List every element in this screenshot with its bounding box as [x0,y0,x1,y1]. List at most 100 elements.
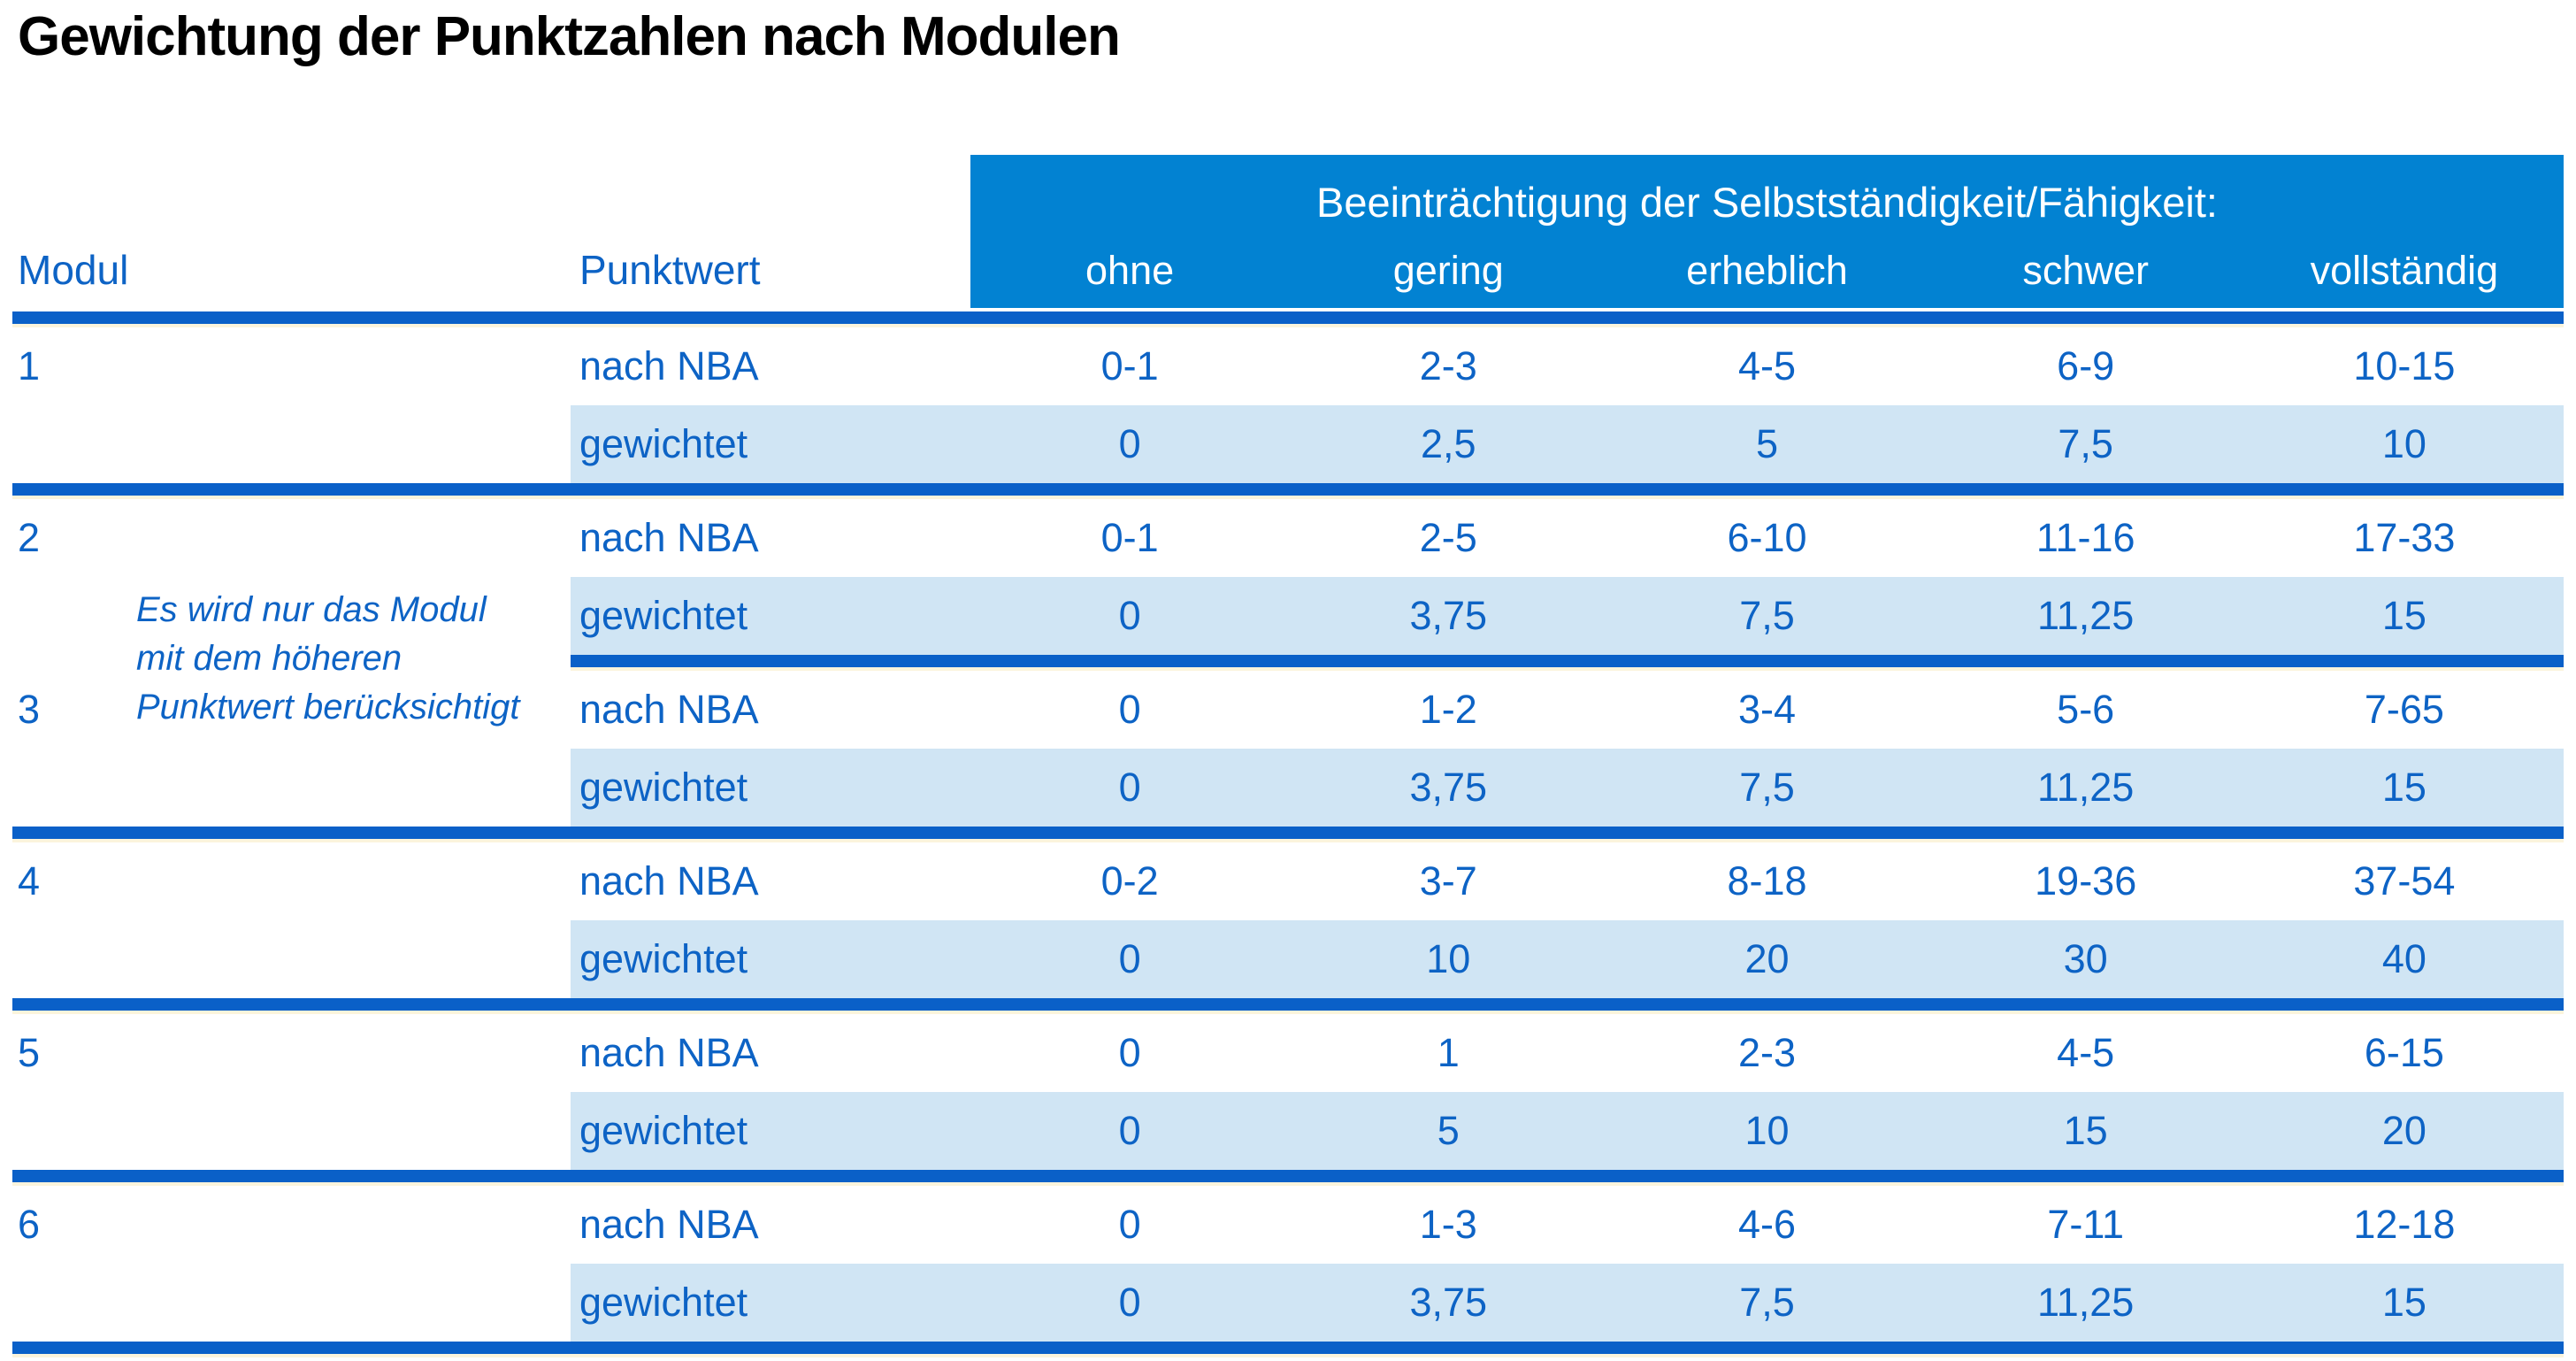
cell-value: 8-18 [1727,858,1807,903]
modul-column-header: Modul [18,247,129,293]
cell-value: 0 [1118,936,1141,981]
row-label: gewichtet [579,765,748,810]
cell-value: 15 [2381,593,2426,638]
module-2-weighted-row: gewichtet 0 3,75 7,5 11,25 15 [12,577,2564,655]
cell-value: 7-11 [2047,1202,2125,1247]
cell-value: 4-5 [1737,343,1797,388]
cell-value: 7,5 [1739,765,1795,810]
cell-value: 3,75 [1409,593,1488,638]
cell-value: 0 [1118,593,1141,638]
cell-value: 0 [1118,1108,1141,1153]
cell-value: 37-54 [2353,858,2456,903]
cell-value: 0 [1118,1280,1141,1325]
cell-value: 5 [1755,421,1778,466]
cell-value: 6-10 [1727,515,1807,560]
cell-value: 11-16 [2036,515,2135,560]
cell-value: 11,25 [2037,593,2135,638]
divider-module-5 [12,1170,2564,1186]
cell-value: 0 [1118,1030,1141,1075]
module-2-3-note: Es wird nur das Modul mit dem höheren Pu… [136,586,520,732]
cell-value: 0 [1118,687,1141,732]
row-label: gewichtet [579,1108,748,1153]
note-line: mit dem höheren [136,639,402,678]
table-header: Modul Punktwert Beeinträchtigung der Sel… [12,155,2564,311]
module-5-nba-row: 5 nach NBA 0 1 2-3 4-5 6-15 [12,1014,2564,1092]
cell-value: 4-5 [2057,1030,2115,1075]
module-2-nba-row: 2 nach NBA 0-1 2-5 6-10 11-16 17-33 [12,499,2564,577]
cell-value: 7,5 [1739,593,1795,638]
row-label: gewichtet [579,593,748,638]
module-1-group: 1 nach NBA 0-1 2-3 4-5 6-9 10-15 gewicht… [12,327,2564,483]
module-3-nba-row: 3 nach NBA 0 1-2 3-4 5-6 7-65 [12,671,2564,749]
module-6-group: 6 nach NBA 0 1-3 4-6 7-11 12-18 gewichte… [12,1186,2564,1342]
row-label: nach NBA [579,687,759,732]
cell-value: 0 [1118,421,1141,466]
row-label: gewichtet [579,936,748,981]
note-line: Es wird nur das Modul [136,590,487,629]
severity-group-title: Beeinträchtigung der Selbstständigkeit/F… [1316,179,2218,226]
cell-value: 10 [1744,1108,1790,1153]
row-label: gewichtet [579,1280,748,1325]
divider-module-3 [12,827,2564,842]
module-5-group: 5 nach NBA 0 1 2-3 4-5 6-15 gewichtet 0 … [12,1014,2564,1170]
module-id: 6 [18,1202,41,1247]
module-5-weighted-row: gewichtet 0 5 10 15 20 [12,1092,2564,1170]
module-1-weighted-row: gewichtet 0 2,5 5 7,5 10 [12,405,2564,483]
divider-bottom [12,1342,2564,1357]
cell-value: 2-3 [1737,1030,1797,1075]
cell-value: 4-6 [1737,1202,1797,1247]
module-1-nba-row: 1 nach NBA 0-1 2-3 4-5 6-9 10-15 [12,327,2564,405]
cell-value: 5 [1437,1108,1460,1153]
cell-value: 10 [1426,936,1471,981]
punktwert-column-header: Punktwert [579,247,761,293]
cell-value: 1 [1437,1030,1460,1075]
cell-value: 2-3 [1419,343,1477,388]
cell-value: 0-1 [1100,515,1159,560]
cell-value: 30 [2063,936,2108,981]
row-label: nach NBA [579,1202,759,1247]
cell-value: 5-6 [2057,687,2115,732]
severity-columns: ohne gering erheblich schwer vollständig [970,248,2564,308]
row-label: nach NBA [579,858,759,903]
row-label: nach NBA [579,515,759,560]
divider-module-1 [12,483,2564,499]
cell-value: 7-65 [2364,687,2444,732]
page-title: Gewichtung der Punktzahlen nach Modulen [18,6,1121,67]
cell-value: 19-36 [2035,858,2137,903]
module-id: 5 [18,1030,41,1075]
row-label: nach NBA [579,343,759,388]
cell-value: 0 [1118,765,1141,810]
cell-value: 1-3 [1419,1202,1477,1247]
weighting-table: Modul Punktwert Beeinträchtigung der Sel… [12,155,2564,1357]
module-4-group: 4 nach NBA 0-2 3-7 8-18 19-36 37-54 gewi… [12,842,2564,998]
module-id: 3 [18,687,41,732]
divider-header [12,311,2564,327]
cell-value: 3,75 [1409,1280,1488,1325]
cell-value: 6-15 [2364,1030,2444,1075]
cell-value: 0 [1118,1202,1141,1247]
divider-module-2-partial [571,655,2564,671]
cell-value: 3,75 [1409,765,1488,810]
col-header-schwer: schwer [2022,248,2149,293]
cell-value: 7,5 [1739,1280,1795,1325]
cell-value: 15 [2381,765,2426,810]
module-id: 4 [18,858,41,903]
module-id: 1 [18,343,41,388]
cell-value: 40 [2381,936,2426,981]
cell-value: 3-4 [1737,687,1797,732]
cell-value: 0-2 [1100,858,1159,903]
cell-value: 1-2 [1419,687,1477,732]
col-header-gering: gering [1392,248,1504,293]
cell-value: 10-15 [2353,343,2456,388]
cell-value: 11,25 [2037,1280,2135,1325]
module-3-weighted-row: gewichtet 0 3,75 7,5 11,25 15 [12,749,2564,827]
col-header-erheblich: erheblich [1686,248,1848,293]
row-label: nach NBA [579,1030,759,1075]
cell-value: 7,5 [2058,421,2113,466]
cell-value: 0-1 [1100,343,1159,388]
cell-value: 2,5 [1421,421,1476,466]
cell-value: 10 [2381,421,2426,466]
col-header-vollstaendig: vollständig [2310,248,2499,293]
module-6-weighted-row: gewichtet 0 3,75 7,5 11,25 15 [12,1264,2564,1342]
module-6-nba-row: 6 nach NBA 0 1-3 4-6 7-11 12-18 [12,1186,2564,1264]
